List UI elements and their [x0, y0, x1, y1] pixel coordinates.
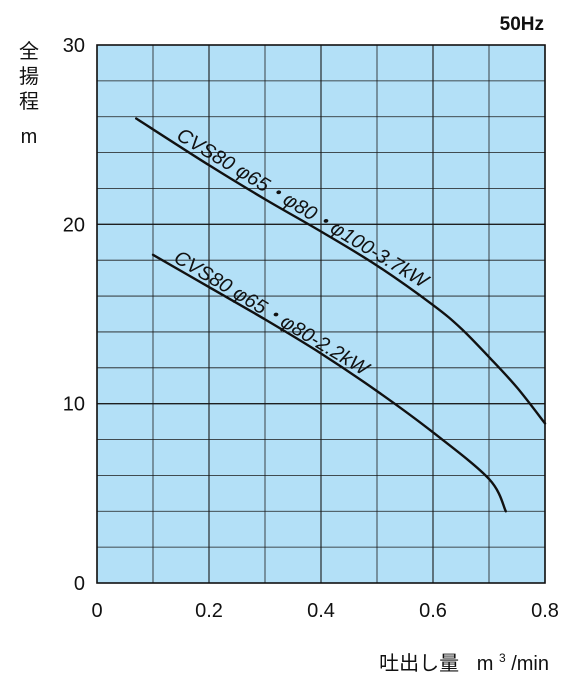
- x-label-unit-base: m: [477, 653, 494, 675]
- x-tick-label: 0.2: [195, 600, 223, 622]
- x-label-text: 吐出し量: [379, 652, 459, 675]
- x-tick-labels: 0 0.2 0.4 0.6 0.8: [91, 600, 558, 622]
- x-tick-label: 0.8: [531, 600, 559, 622]
- series-line-3-7kw: [135, 117, 547, 425]
- x-tick-label: 0.4: [307, 600, 335, 622]
- x-tick-label: 0: [91, 600, 102, 622]
- y-label-unit: m: [21, 126, 38, 148]
- y-tick-label: 0: [74, 573, 85, 595]
- y-tick-label: 20: [63, 214, 85, 236]
- y-label-char-2: 揚: [19, 65, 39, 88]
- x-label-unit-tail: /min: [511, 653, 549, 675]
- x-tick-label: 0.6: [419, 600, 447, 622]
- y-tick-labels: 0 10 20 30: [63, 35, 85, 595]
- x-axis-label: 吐出し量 m 3 /min: [379, 645, 549, 675]
- y-axis-label: 全 揚 程 m: [19, 40, 39, 148]
- y-label-char-1: 全: [19, 40, 39, 63]
- series-line-2-2kw: [151, 253, 507, 513]
- plot-frame: [96, 44, 546, 584]
- x-label-unit-sup: 3: [499, 651, 506, 665]
- series-lines: [135, 117, 547, 513]
- y-label-char-3: 程: [19, 90, 39, 113]
- frequency-label: 50Hz: [500, 14, 544, 35]
- y-tick-label: 30: [63, 35, 85, 57]
- y-tick-label: 10: [63, 394, 85, 416]
